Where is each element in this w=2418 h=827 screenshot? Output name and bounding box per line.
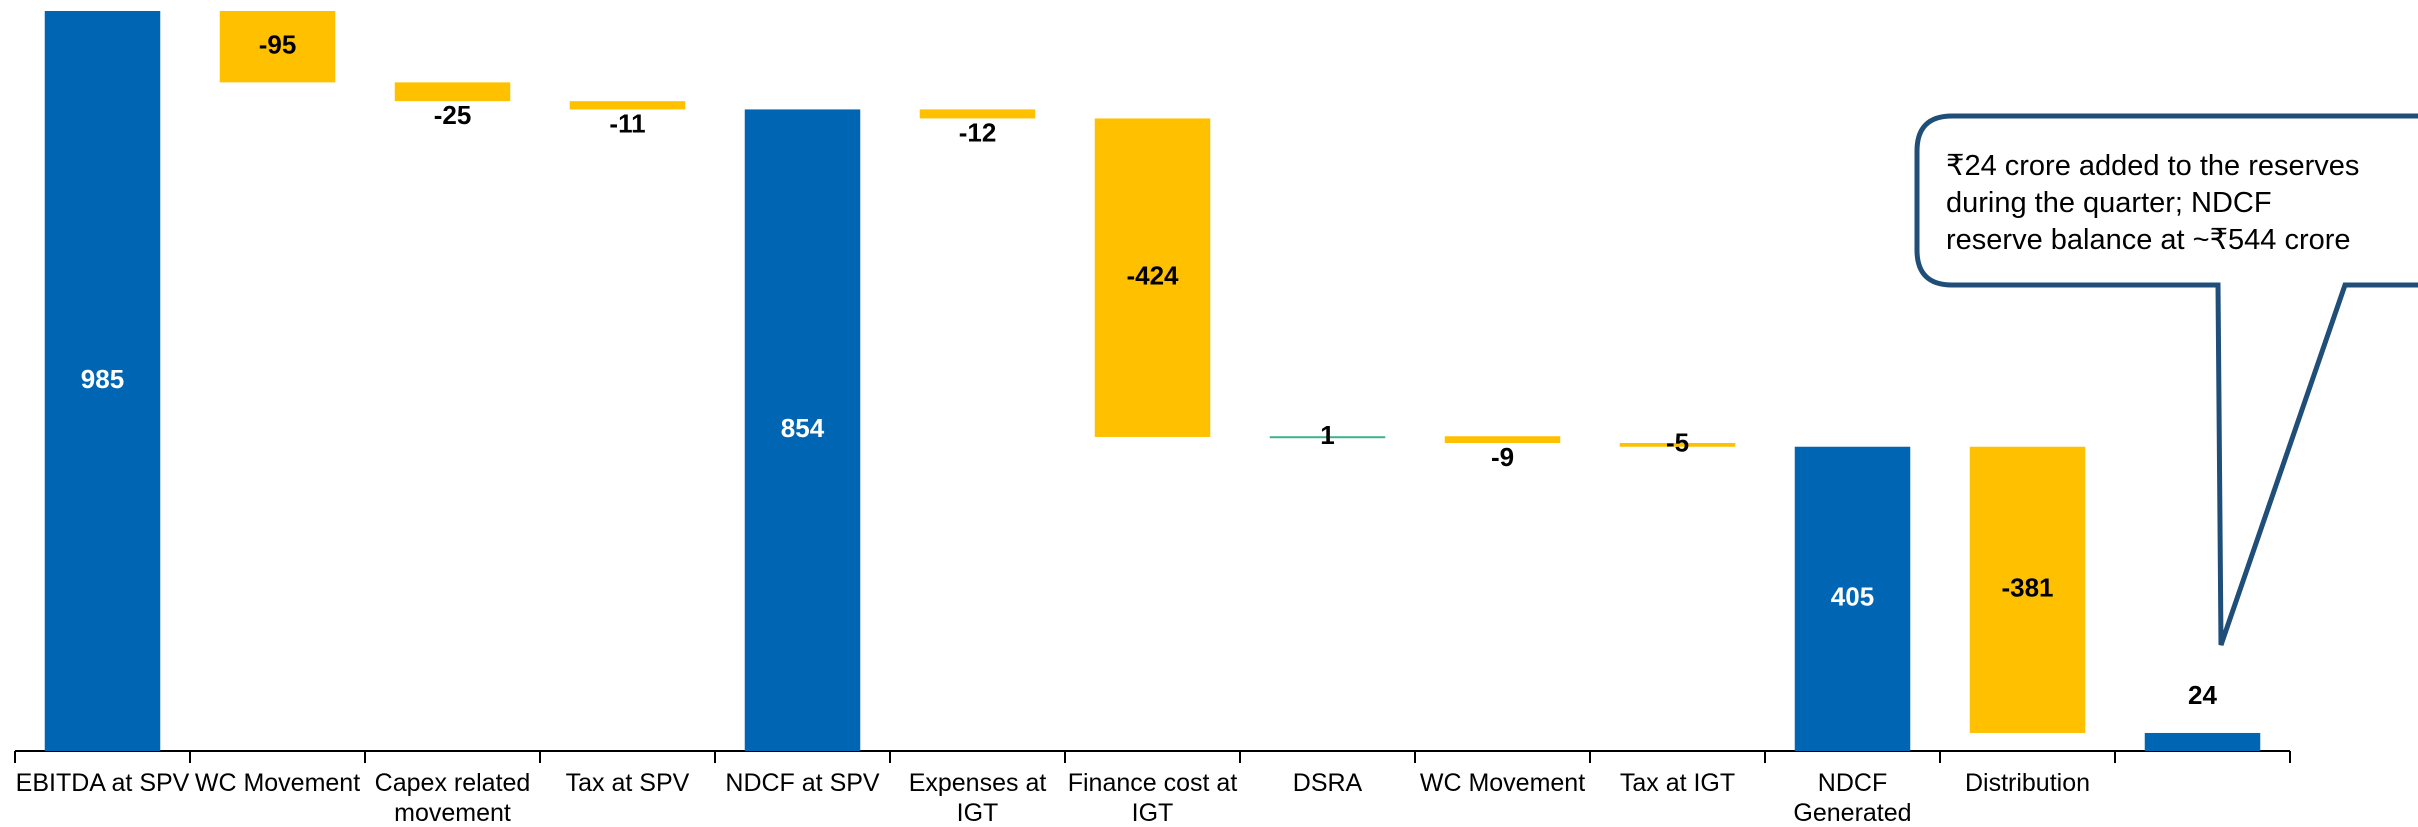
x-tick-label: DSRA bbox=[1292, 769, 1363, 797]
x-tick-label: WC Movement bbox=[1419, 769, 1586, 797]
value-label: -381 bbox=[2001, 573, 2053, 603]
x-tick-label: NDCF Generated bbox=[1793, 769, 1912, 827]
x-tick-label: Capex related movement bbox=[374, 769, 531, 827]
bar bbox=[394, 82, 511, 102]
value-label: -12 bbox=[959, 117, 997, 147]
bar bbox=[219, 11, 336, 83]
x-tick-label: EBITDA at SPV bbox=[15, 769, 190, 797]
value-label: 24 bbox=[2188, 680, 2217, 710]
bar bbox=[1619, 442, 1736, 447]
annotation: ₹24 crore added to the reserves bbox=[1946, 150, 2359, 182]
x-tick-label: Distribution bbox=[1964, 769, 2091, 797]
callout-bubble bbox=[1914, 113, 2418, 646]
value-label: -424 bbox=[1126, 261, 1179, 291]
value-label: 1 bbox=[1320, 420, 1334, 450]
x-tick-label: NDCF at SPV bbox=[725, 769, 880, 797]
bar bbox=[1794, 446, 1911, 751]
bar bbox=[744, 109, 861, 751]
x-tick-label: Expenses at IGT bbox=[908, 769, 1047, 827]
x-tick-label: Tax at IGT bbox=[1619, 769, 1736, 797]
value-label: 985 bbox=[81, 364, 124, 394]
bar bbox=[44, 11, 161, 751]
value-label: -25 bbox=[434, 100, 472, 130]
x-tick-label: Finance cost at IGT bbox=[1067, 769, 1238, 827]
value-label: 854 bbox=[781, 413, 825, 443]
value-label: 405 bbox=[1831, 582, 1874, 612]
value-label: -5 bbox=[1666, 428, 1689, 458]
annotation: reserve balance at ~₹544 crore bbox=[1946, 224, 2351, 256]
value-label: -95 bbox=[259, 30, 297, 60]
bar bbox=[1444, 436, 1561, 443]
bar bbox=[919, 109, 1036, 119]
x-tick-label: WC Movement bbox=[194, 769, 361, 797]
value-label: -9 bbox=[1491, 442, 1514, 472]
x-tick-label: Tax at SPV bbox=[565, 769, 690, 797]
bar bbox=[2144, 732, 2261, 751]
annotation: during the quarter; NDCF bbox=[1946, 187, 2272, 219]
bar bbox=[1269, 436, 1386, 439]
value-label: -11 bbox=[609, 108, 645, 138]
bar bbox=[1094, 118, 1211, 437]
bar bbox=[1969, 446, 2086, 733]
bar bbox=[569, 101, 686, 110]
